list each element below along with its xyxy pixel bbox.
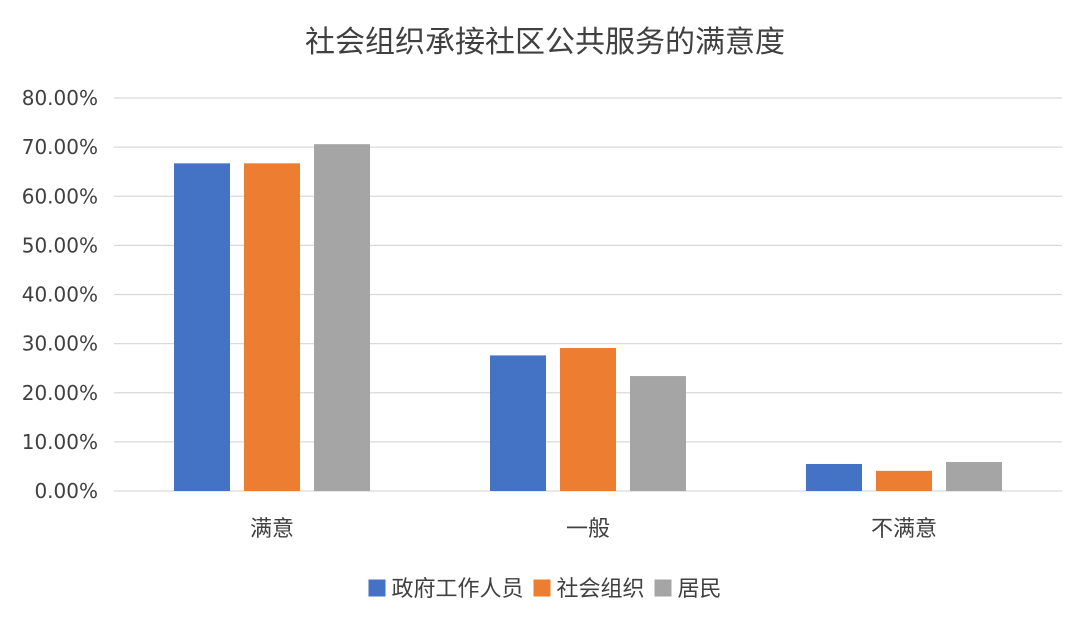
chart-title: 社会组织承接社区公共服务的满意度 <box>305 25 785 60</box>
legend: 政府工作人员 社会组织 居民 <box>368 577 722 602</box>
bar <box>876 470 932 491</box>
bar <box>244 163 300 491</box>
y-tick-label: 0.00% <box>34 479 98 503</box>
legend-swatch <box>654 579 672 597</box>
y-tick-label: 70.00% <box>22 135 98 159</box>
legend-label: 政府工作人员 <box>392 577 524 602</box>
y-tick-label: 10.00% <box>22 430 98 454</box>
bar <box>806 463 862 491</box>
x-category-label: 满意 <box>250 517 294 542</box>
y-tick-label: 20.00% <box>22 381 98 405</box>
bar <box>630 376 686 491</box>
y-tick-label: 50.00% <box>22 233 98 257</box>
bar <box>560 348 616 491</box>
bar <box>314 144 370 492</box>
y-tick-label: 40.00% <box>22 283 98 307</box>
bar <box>174 163 230 491</box>
y-tick-label: 30.00% <box>22 332 98 356</box>
bar <box>946 462 1002 491</box>
legend-swatch <box>533 579 551 597</box>
x-axis-categories: 满意 一般 不满意 <box>250 517 937 542</box>
bars <box>174 144 1002 492</box>
bar <box>490 355 546 491</box>
legend-swatch <box>368 579 386 597</box>
y-tick-label: 60.00% <box>22 184 98 208</box>
legend-label: 居民 <box>678 577 722 602</box>
x-category-label: 不满意 <box>871 517 937 542</box>
legend-label: 社会组织 <box>557 577 645 602</box>
x-category-label: 一般 <box>566 517 610 542</box>
y-tick-label: 80.00% <box>22 86 98 110</box>
y-axis-ticks: 0.00% 10.00% 20.00% 30.00% 40.00% 50.00% 60.00… <box>22 86 98 503</box>
